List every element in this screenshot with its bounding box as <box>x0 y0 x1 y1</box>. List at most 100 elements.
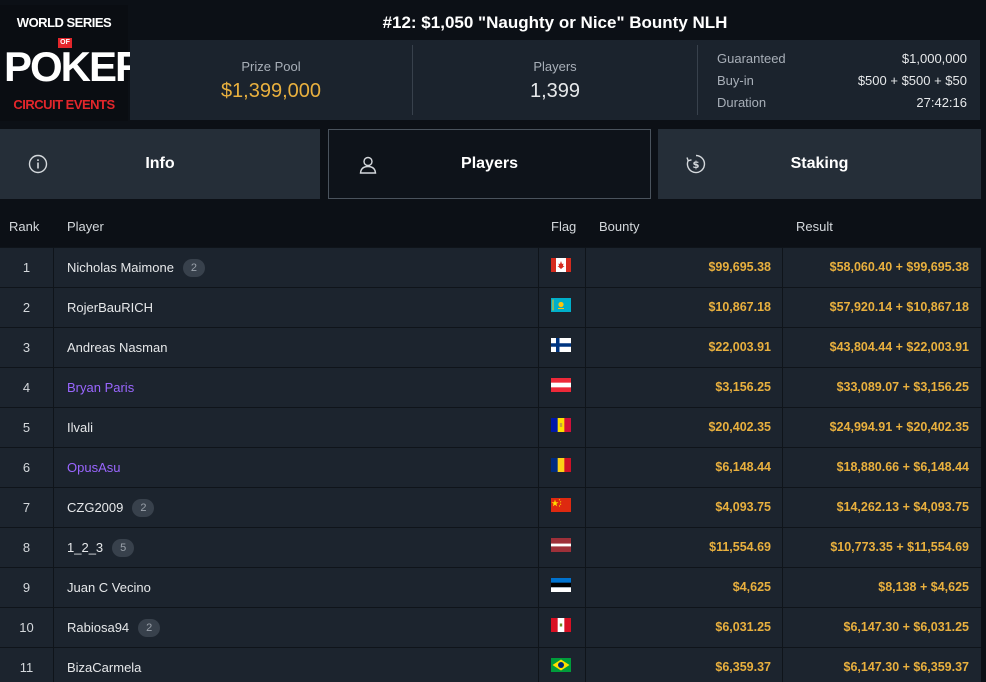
result-value: $33,089.07 + $3,156.25 <box>836 380 969 394</box>
ro-flag-icon <box>551 458 571 472</box>
bounty-cell: $6,148.44 <box>715 460 771 474</box>
player-cell[interactable]: Nicholas Maimone 2 <box>67 248 205 287</box>
cn-flag-icon <box>551 498 571 512</box>
table-row[interactable]: 9 Juan C Vecino $4,625 $8,138 + $4,625 <box>0 567 981 607</box>
detail-value: $500 + $500 + $50 <box>857 73 967 88</box>
lv-flag-icon <box>551 538 571 552</box>
player-cell[interactable]: Bryan Paris <box>67 368 134 407</box>
prize-pool-value: $1,399,000 <box>220 80 322 102</box>
bounty-cell: $99,695.38 <box>708 260 771 274</box>
rank-cell: 9 <box>0 568 54 607</box>
result-cell: $10,773.35 + $11,554.69 <box>782 528 981 567</box>
detail-value: $1,000,000 <box>901 51 967 66</box>
pe-flag-icon <box>551 618 571 632</box>
table-row[interactable]: 3 Andreas Nasman $22,003.91 $43,804.44 + $2… <box>0 327 981 367</box>
detail-label: Duration <box>717 95 767 110</box>
tab-info[interactable]: Info <box>0 129 320 199</box>
player-cell[interactable]: RojerBauRICH <box>67 288 153 327</box>
table-row[interactable]: 11 BizaCarmela $6,359.37 $6,147.30 + $6,359… <box>0 647 981 682</box>
flag-cell <box>538 248 586 287</box>
prize-pool-label: Prize Pool <box>241 59 301 74</box>
player-cell[interactable]: 1_2_3 5 <box>67 528 135 567</box>
table-row[interactable]: 6 OpusAsu $6,148.44 $18,880.66 + $6,148.44 <box>0 447 981 487</box>
svg-text:$: $ <box>693 160 700 171</box>
column-header-player[interactable]: Player <box>67 219 104 234</box>
fi-flag-icon <box>551 338 571 352</box>
column-header-flag[interactable]: Flag <box>551 219 577 234</box>
tournament-title: #12: $1,050 "Naughty or Nice" Bounty NLH <box>382 12 728 32</box>
column-header-rank[interactable]: Rank <box>9 219 40 234</box>
player-name[interactable]: Rabiosa94 <box>67 620 130 635</box>
player-cell[interactable]: CZG2009 2 <box>67 488 155 527</box>
kz-flag-icon <box>551 298 571 312</box>
player-cell[interactable]: BizaCarmela <box>67 648 141 682</box>
result-value: $18,880.66 + $6,148.44 <box>836 460 969 474</box>
player-name[interactable]: Nicholas Maimone <box>67 260 174 275</box>
player-cell[interactable]: Ilvali <box>67 408 93 447</box>
player-name[interactable]: Andreas Nasman <box>67 340 168 355</box>
rank-cell: 5 <box>0 408 54 447</box>
staking-icon: $ <box>686 154 706 174</box>
table-row[interactable]: 2 RojerBauRICH $10,867.18 $57,920.14 + $10,… <box>0 287 981 327</box>
flag-cell <box>538 448 586 487</box>
table-row[interactable]: 1 Nicholas Maimone 2 $99,695.38 $58,060.40 +… <box>0 247 981 287</box>
player-name[interactable]: Bryan Paris <box>67 380 135 395</box>
column-header-result[interactable]: Result <box>796 219 833 234</box>
players-stat: Players 1,399 <box>413 40 697 120</box>
logo-line-circuit-events: CIRCUIT EVENTS <box>13 97 115 112</box>
player-name[interactable]: CZG2009 <box>67 500 124 515</box>
rank-cell: 2 <box>0 288 54 327</box>
table-row[interactable]: 7 CZG2009 2 $4,093.75 $14,262.13 + $4,093.75 <box>0 487 981 527</box>
table-row[interactable]: 5 Ilvali $20,402.35 $24,994.91 + $20,402.35 <box>0 407 981 447</box>
table-row[interactable]: 4 Bryan Paris $3,156.25 $33,089.07 + $3,156… <box>0 367 981 407</box>
result-value: $10,773.35 + $11,554.69 <box>830 540 969 554</box>
player-name[interactable]: 1_2_3 <box>67 540 104 555</box>
result-value: $14,262.13 + $4,093.75 <box>836 500 969 514</box>
player-cell[interactable]: Juan C Vecino <box>67 568 151 607</box>
stats-divider <box>412 45 413 115</box>
table-header: Rank Player Flag Bounty Result <box>0 207 981 247</box>
player-name[interactable]: RojerBauRICH <box>67 300 153 315</box>
result-value: $58,060.40 + $99,695.38 <box>829 260 969 274</box>
bounty-cell: $3,156.25 <box>715 380 771 394</box>
result-value: $24,994.91 + $20,402.35 <box>829 420 969 434</box>
player-cell[interactable]: OpusAsu <box>67 448 120 487</box>
tab-players-label: Players <box>461 155 518 172</box>
player-name[interactable]: OpusAsu <box>67 460 121 475</box>
flag-cell <box>538 328 586 367</box>
players-count-label: Players <box>533 59 577 74</box>
column-header-bounty[interactable]: Bounty <box>599 219 640 234</box>
result-value: $57,920.14 + $10,867.18 <box>829 300 969 314</box>
tab-players[interactable]: Players <box>328 129 651 199</box>
entries-badge: 2 <box>132 498 155 517</box>
rank-cell: 1 <box>0 248 54 287</box>
tab-info-label: Info <box>145 155 175 172</box>
rank-cell: 3 <box>0 328 54 367</box>
flag-cell <box>538 608 586 647</box>
result-cell: $18,880.66 + $6,148.44 <box>782 448 981 487</box>
player-name[interactable]: Ilvali <box>67 420 94 435</box>
stats-divider <box>697 45 698 115</box>
bounty-cell: $22,003.91 <box>708 340 771 354</box>
tournament-stats-panel: Prize Pool $1,399,000 Players 1,399 Guar… <box>130 40 980 120</box>
bounty-cell: $10,867.18 <box>708 300 771 314</box>
result-cell: $43,804.44 + $22,003.91 <box>782 328 981 367</box>
entries-badge: 5 <box>112 538 135 557</box>
table-row[interactable]: 10 Rabiosa94 2 $6,031.25 $6,147.30 + $6,031.… <box>0 607 981 647</box>
ee-flag-icon <box>551 578 571 592</box>
player-cell[interactable]: Rabiosa94 2 <box>67 608 161 647</box>
players-count-value: 1,399 <box>529 80 581 102</box>
player-name[interactable]: Juan C Vecino <box>67 580 151 595</box>
table-row[interactable]: 8 1_2_3 5 $11,554.69 $10,773.35 + $11,554.69 <box>0 527 981 567</box>
player-name[interactable]: BizaCarmela <box>67 660 142 675</box>
flag-cell <box>538 288 586 327</box>
bounty-cell: $6,359.37 <box>715 660 771 674</box>
result-cell: $8,138 + $4,625 <box>782 568 981 607</box>
result-value: $8,138 + $4,625 <box>878 580 969 594</box>
logo-line-poker: POKER <box>4 43 145 90</box>
ca-flag-icon <box>551 258 571 272</box>
player-cell[interactable]: Andreas Nasman <box>67 328 167 367</box>
tab-staking[interactable]: $ Staking <box>658 129 981 199</box>
flag-cell <box>538 648 586 682</box>
bounty-cell: $6,031.25 <box>715 620 771 634</box>
